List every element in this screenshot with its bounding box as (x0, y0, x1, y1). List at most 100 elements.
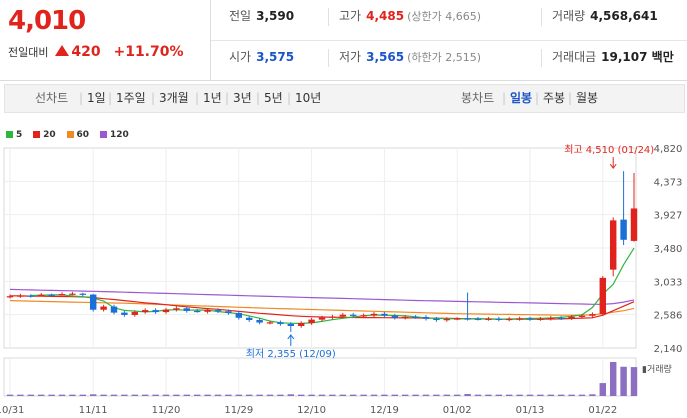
candle-body (152, 310, 159, 313)
change-percent: +11.70% (113, 44, 184, 60)
candle-body (27, 295, 35, 297)
legend-swatch (6, 130, 13, 138)
range-1w[interactable]: 1주일 (116, 91, 146, 105)
candle-body (131, 312, 139, 315)
volume-bar (308, 394, 315, 396)
volume-bar (453, 394, 461, 396)
volume-bar (537, 394, 544, 396)
volume-bar (17, 394, 24, 396)
range-1d[interactable]: 1일 (87, 91, 106, 105)
candle-body (110, 306, 118, 313)
candle-body (329, 316, 336, 318)
volume-bar (245, 394, 253, 396)
candle-body (370, 313, 378, 316)
candle-body (141, 310, 149, 313)
y-tick-label: 3,033 (654, 277, 683, 288)
period-daily[interactable]: 일봉 (510, 91, 533, 105)
y-tick-label: 3,927 (654, 211, 683, 222)
volume-axis-label: ▮거래량 (642, 363, 672, 375)
volume-bar (329, 394, 336, 396)
divider: | (79, 91, 84, 105)
candle-body (485, 318, 492, 320)
candle-body (287, 323, 295, 326)
volume-bar (360, 394, 367, 396)
candle-body (505, 318, 513, 321)
stats-row-1: 전일 3,590 고가 4,485 (상한가 4,665) 거래량 4,568,641 (211, 0, 687, 40)
high-price: 고가 4,485 (상한가 4,665) (339, 9, 481, 23)
y-tick-label: 4,820 (654, 144, 683, 155)
change-value: 420 (71, 44, 101, 60)
candle-body (391, 315, 399, 318)
candle-body (464, 318, 471, 320)
candle-body (235, 313, 243, 318)
volume-bar (370, 394, 378, 396)
candle-body (412, 316, 419, 319)
quote-stats: 전일 3,590 고가 4,485 (상한가 4,665) 거래량 4,568,641 … (211, 0, 687, 80)
volume: 거래량 4,568,641 (552, 9, 658, 23)
candle-body (69, 293, 76, 295)
candle-body (339, 314, 347, 317)
line-chart-label: 선차트 (35, 91, 69, 105)
candle-body (620, 219, 627, 240)
low-annotation: 최저 2,355 (12/09) (246, 348, 336, 360)
legend-swatch (66, 130, 74, 138)
volume-bar (204, 394, 211, 396)
legend-item-ma5: 5 (6, 130, 22, 140)
range-3y[interactable]: 3년 (233, 91, 252, 105)
candle-body (589, 314, 596, 316)
x-tick-label: 10/31 (0, 405, 24, 416)
candle-body (37, 294, 45, 296)
low-arrow-head (287, 334, 295, 340)
volume-bar (152, 394, 159, 396)
volume-bar (110, 394, 118, 396)
divider: | (535, 91, 540, 105)
x-tick-label: 11/11 (79, 405, 108, 416)
high-arrow-head (609, 163, 617, 169)
volume-bar (526, 394, 534, 396)
volume-bar (557, 394, 565, 396)
divider: | (502, 91, 507, 105)
low-price: 저가 3,565 (하한가 2,515) (339, 50, 481, 64)
range-10y[interactable]: 10년 (295, 91, 322, 105)
volume-bar (214, 394, 222, 396)
x-tick-label: 12/19 (370, 405, 399, 416)
candle-body (162, 309, 170, 313)
range-5y[interactable]: 5년 (264, 91, 283, 105)
volume-bar (516, 394, 523, 396)
candle-body (204, 310, 211, 312)
divider: | (151, 91, 156, 105)
volume-bar (630, 367, 638, 396)
y-tick-label: 4,373 (654, 177, 683, 188)
candle-body (568, 316, 575, 319)
volume-bar (297, 394, 305, 396)
stats-row-2: 시가 3,575 저가 3,565 (하한가 2,515) 거래대금 19,107 백만 (211, 40, 687, 81)
candle-body (599, 277, 607, 315)
candle-body (308, 319, 315, 324)
volume-bar (474, 394, 482, 396)
candle-body (433, 318, 440, 321)
candle-body (297, 323, 305, 326)
volume-bar (485, 394, 492, 396)
range-1y[interactable]: 1년 (203, 91, 222, 105)
period-monthly[interactable]: 월봉 (576, 91, 599, 105)
candle-body (121, 312, 128, 315)
candle-body (245, 317, 253, 321)
volume-bar (547, 394, 555, 396)
candle-body (173, 308, 180, 310)
range-3m[interactable]: 3개월 (159, 91, 189, 105)
ma120-line (9, 288, 635, 305)
volume-bar (495, 394, 503, 396)
period-weekly[interactable]: 주봉 (543, 91, 566, 105)
x-tick-label: 11/20 (152, 405, 181, 416)
legend-swatch (33, 130, 41, 138)
volume-bar (225, 394, 232, 396)
divider: | (256, 91, 261, 105)
volume-bar (277, 394, 284, 396)
candle-body (318, 317, 326, 320)
volume-bar (6, 394, 14, 396)
change-label: 전일대비 (8, 46, 49, 59)
divider: | (568, 91, 573, 105)
open-price: 시가 3,575 (229, 50, 295, 64)
x-tick-label: 01/02 (443, 405, 472, 416)
high-annotation: 최고 4,510 (01/24) (564, 144, 654, 156)
